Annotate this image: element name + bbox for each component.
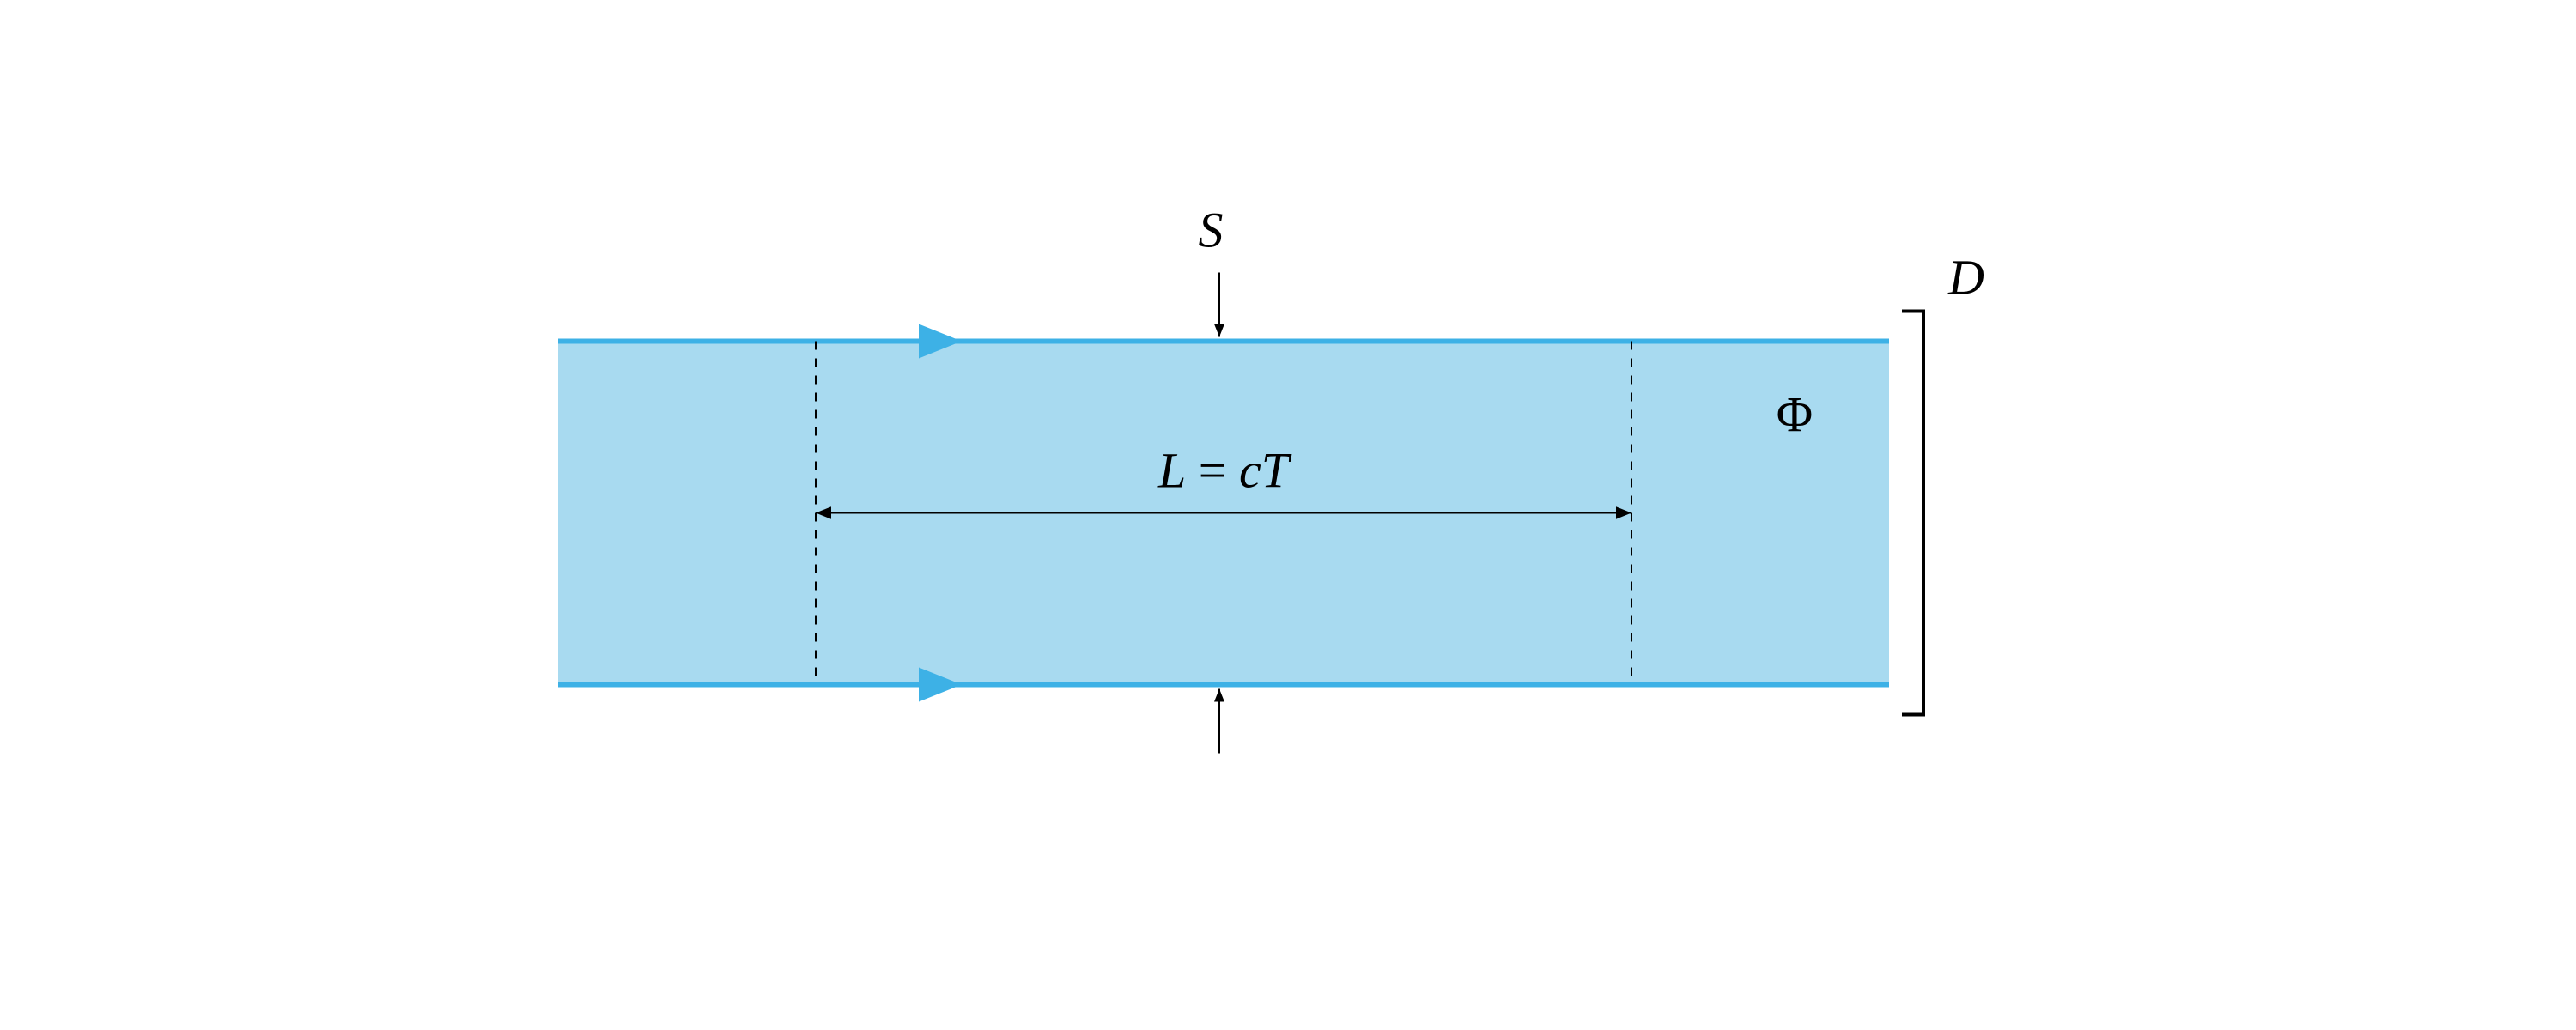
label-Phi: Φ (1777, 387, 1813, 443)
label-L: L = cT (1157, 443, 1292, 499)
label-S: S (1199, 203, 1224, 258)
dimension-arrowhead-S-bottom (1214, 689, 1224, 702)
label-D: D (1947, 250, 1984, 306)
diagram-svg: S D L = cT Φ (429, 127, 2147, 900)
detector-bracket (1902, 312, 1923, 715)
physics-diagram: S D L = cT Φ (429, 127, 2147, 904)
dimension-arrowhead-S-top (1214, 324, 1224, 337)
